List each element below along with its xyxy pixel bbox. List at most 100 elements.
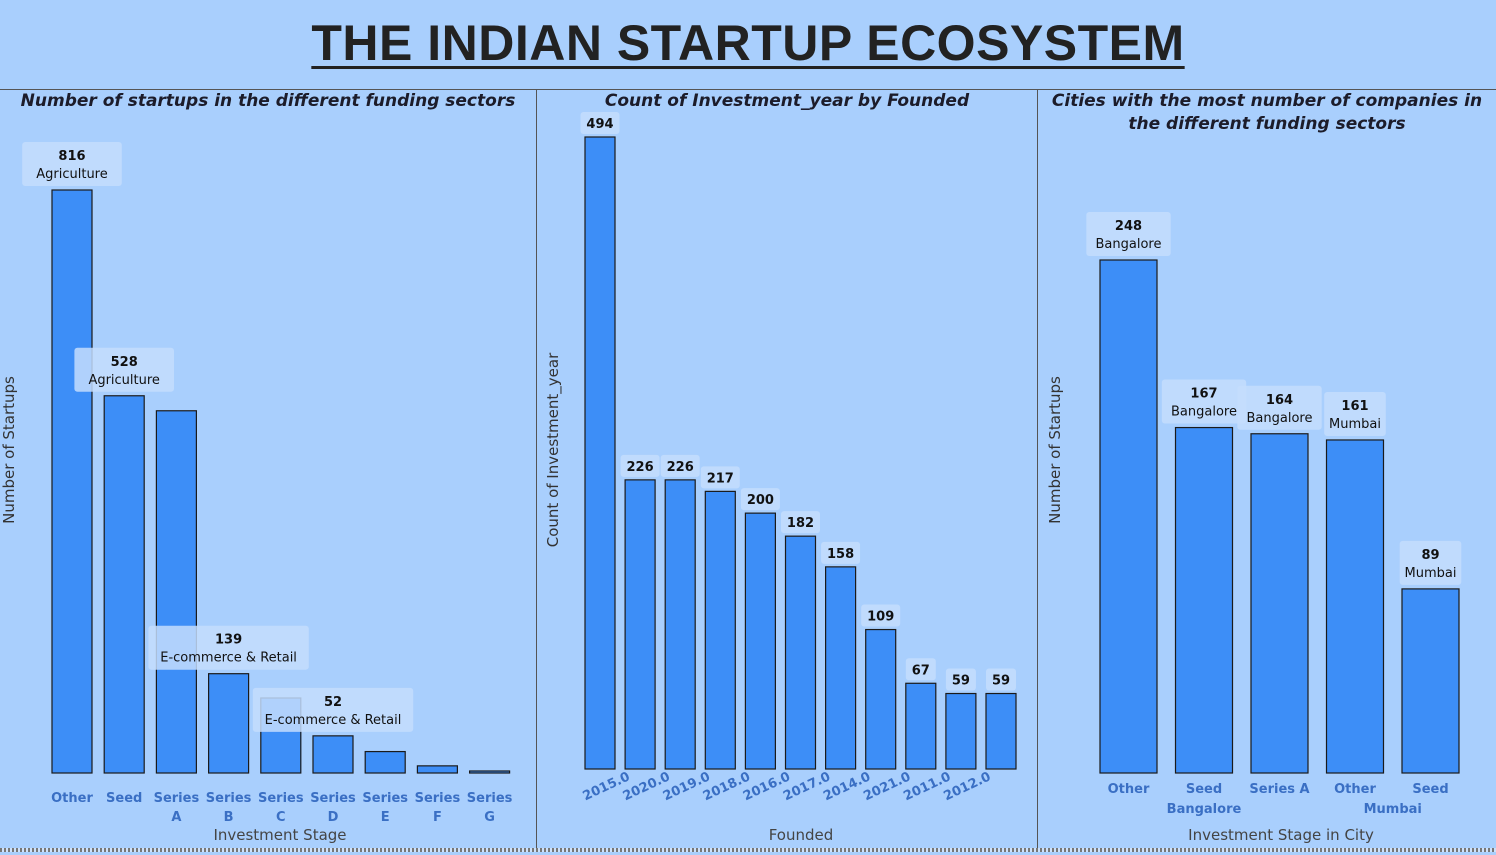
chart1-tick-label: Series: [206, 791, 252, 806]
chart3-bar: [1401, 588, 1460, 774]
chart2-data-label: 67: [912, 663, 930, 678]
chart1-tick-label: C: [276, 810, 286, 825]
chart2-bar: [865, 628, 897, 770]
chart1-title: Number of startups in the different fund…: [20, 91, 516, 111]
chart1-data-label-category: Agriculture: [88, 373, 160, 388]
chart3-bar: [1250, 433, 1309, 774]
chart2-bar: [744, 512, 776, 770]
chart3-data-label-category: Bangalore: [1247, 411, 1313, 426]
chart2-data-label-bg: [700, 466, 740, 489]
panel-divider-2: [1037, 90, 1038, 848]
chart3-group-label: Bangalore: [1167, 802, 1242, 817]
chart1-data-label-value: 816: [58, 149, 85, 164]
chart2-data-label: 494: [586, 117, 613, 132]
chart2-data-label: 226: [667, 460, 694, 475]
chart1-tick-label: Series: [258, 791, 304, 806]
chart3-title: Cities with the most number of companies…: [1051, 91, 1483, 134]
chart2-data-label: 59: [952, 674, 970, 689]
chart2-ylabel: Count of Investment_year: [544, 352, 563, 547]
panel-divider-1: [536, 90, 537, 848]
chart1-bar: [51, 189, 93, 774]
chart2-data-label-bg: [986, 668, 1016, 691]
chart1-data-label-bg: [252, 687, 414, 732]
chart2-data-label-bg: [580, 112, 620, 134]
chart3-xlabel: Investment Stage in City: [1188, 826, 1374, 844]
chart2-xlabel: Founded: [769, 826, 834, 844]
chart1-tick-label: Series: [467, 791, 513, 806]
chart2-data-label-bg: [620, 454, 660, 477]
chart3-tick-label: Seed: [1412, 782, 1448, 797]
chart2-bar: [584, 136, 616, 770]
chart3-data-label-value: 248: [1115, 219, 1142, 234]
chart1-svg: Number of Startups Other Seed Series A Series…: [0, 142, 513, 844]
chart2-data-label: 158: [827, 547, 854, 562]
chart3-data-label-value: 164: [1266, 393, 1293, 408]
chart2-bar: [825, 566, 857, 770]
chart3-data-label-category: Mumbai: [1405, 566, 1457, 581]
chart3-data-label-category: Mumbai: [1329, 417, 1381, 432]
chart1-ylabel: Number of Startups: [0, 376, 18, 524]
chart3-data-label-bg: [1086, 212, 1171, 256]
chart1-bar: [208, 673, 250, 774]
chart1-tick-label: G: [484, 810, 495, 825]
chart2-data-label: 217: [707, 471, 734, 486]
chart3-bar: [1325, 439, 1385, 774]
chart1-data-label-category: Agriculture: [36, 167, 108, 182]
chart2-bar: [624, 479, 656, 770]
chart2-bar: [784, 535, 817, 770]
chart1-bar: [103, 395, 145, 774]
chart3-tick-label: Other: [1334, 782, 1376, 797]
chart2-bar: [905, 682, 937, 770]
chart1-tick-label: D: [328, 810, 339, 825]
chart2-title: Count of Investment_year by Founded: [604, 91, 970, 111]
chart1-tick-label: Series: [154, 791, 200, 806]
chart2-bar: [945, 692, 977, 770]
header-divider: [0, 89, 1496, 90]
chart1-data-label-value: 528: [111, 355, 138, 370]
dashboard-title: THE INDIAN STARTUP ECOSYSTEM: [311, 15, 1185, 71]
chart1-tick-label: F: [433, 810, 442, 825]
chart2-data-label-bg: [905, 658, 936, 681]
chart1-tick-label: Other: [51, 791, 93, 806]
chart3-ylabel: Number of Startups: [1046, 376, 1064, 524]
chart2-bar: [704, 490, 736, 770]
chart1-bar: [155, 410, 197, 774]
chart1-data-label-bg: [148, 625, 309, 670]
chart3-tick-label: Series A: [1249, 782, 1309, 797]
chart2-data-label-bg: [781, 511, 820, 534]
chart3-data-label-bg: [1324, 391, 1386, 436]
chart1-tick-label: Series: [415, 791, 461, 806]
chart1-data-label-category: E-commerce & Retail: [160, 651, 297, 666]
chart1-bar: [416, 765, 458, 774]
chart1-tick-label: B: [224, 810, 234, 825]
chart3-bar: [1099, 259, 1158, 774]
chart3-data-label-bg: [1399, 540, 1462, 585]
chart1-tick-label: E: [381, 810, 390, 825]
chart1-data-label-value: 52: [324, 695, 342, 710]
chart3-data-label-category: Bangalore: [1096, 237, 1162, 252]
chart2-bar: [985, 692, 1017, 770]
chart2-data-label: 226: [627, 460, 654, 475]
chart2-svg: Count of Investment_year 494 226 226 217 200 1…: [544, 112, 1017, 844]
chart2-data-label-bg: [660, 454, 700, 477]
panel-funding-sectors: Number of startups in the different fund…: [0, 90, 536, 848]
chart3-group-label: Mumbai: [1364, 802, 1422, 817]
chart2-data-label: 200: [747, 493, 774, 508]
chart1-tick-label: Seed: [106, 791, 142, 806]
chart2-data-label-bg: [861, 604, 901, 627]
chart1-data-label-category: E-commerce & Retail: [265, 713, 402, 728]
chart1-tick-label: Series: [362, 791, 408, 806]
panel-cities: Cities with the most number of companies…: [1038, 90, 1496, 848]
chart3-data-label-value: 167: [1190, 387, 1217, 402]
chart3-data-label-bg: [1161, 379, 1247, 424]
chart3-data-label-category: Bangalore: [1171, 405, 1237, 420]
chart2-data-label-bg: [945, 668, 976, 691]
chart3-tick-label: Other: [1108, 782, 1150, 797]
footer-border: [0, 848, 1496, 852]
chart2-data-label: 109: [867, 610, 894, 625]
chart1-bar: [364, 750, 406, 774]
chart2-data-label: 182: [787, 516, 814, 531]
panel-founded: Count of Investment_year by Founded Coun…: [537, 90, 1037, 848]
chart2-data-label-bg: [821, 541, 861, 564]
chart3-data-label-value: 161: [1341, 399, 1368, 414]
